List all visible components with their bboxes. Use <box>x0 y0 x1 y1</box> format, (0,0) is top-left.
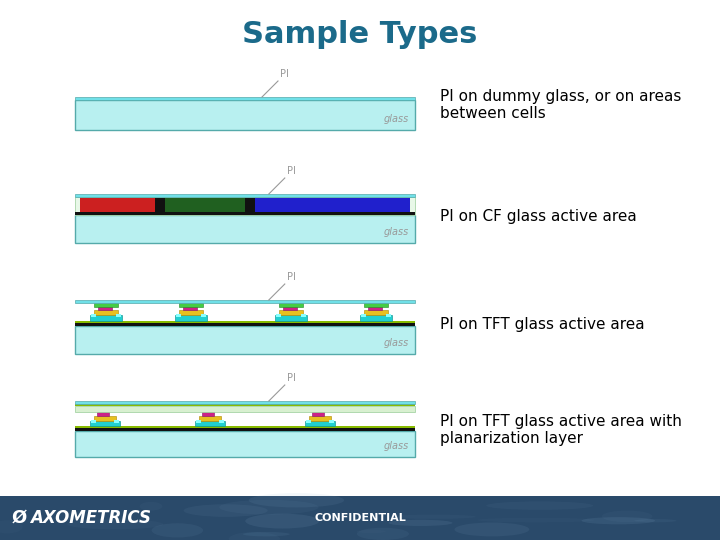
Bar <box>75 194 415 197</box>
Bar <box>0 496 720 540</box>
Bar <box>309 416 331 421</box>
Bar <box>75 300 415 303</box>
Text: PI: PI <box>280 69 289 79</box>
Bar <box>329 420 334 423</box>
Bar <box>75 428 415 431</box>
Bar <box>201 314 206 317</box>
Bar <box>75 326 415 354</box>
Ellipse shape <box>202 505 241 509</box>
Ellipse shape <box>572 529 619 540</box>
Ellipse shape <box>230 529 310 540</box>
Bar <box>155 198 165 212</box>
Text: PI on dummy glass, or on areas
between cells: PI on dummy glass, or on areas between c… <box>440 89 681 121</box>
Bar <box>75 406 415 412</box>
Bar <box>305 421 335 426</box>
Bar <box>301 314 306 317</box>
Bar <box>90 315 122 321</box>
Bar <box>98 305 112 310</box>
Text: PI on TFT glass active area with
planarization layer: PI on TFT glass active area with planari… <box>440 414 682 446</box>
Bar <box>386 314 391 317</box>
Bar <box>199 416 221 421</box>
Bar <box>116 314 121 317</box>
Bar <box>202 412 214 416</box>
Text: glass: glass <box>384 114 409 124</box>
Text: PI: PI <box>287 373 296 383</box>
Bar <box>75 212 415 215</box>
Bar <box>276 314 281 317</box>
Ellipse shape <box>339 526 443 534</box>
Text: Sample Types: Sample Types <box>243 20 477 49</box>
Bar <box>219 420 224 423</box>
Text: glass: glass <box>384 227 409 237</box>
Bar <box>364 310 388 315</box>
Bar <box>306 420 311 423</box>
Text: PI: PI <box>287 272 296 282</box>
Bar <box>195 421 225 426</box>
Text: PI: PI <box>287 166 296 176</box>
Bar <box>279 303 303 307</box>
Bar <box>80 198 155 212</box>
Bar <box>75 97 415 100</box>
Ellipse shape <box>376 494 492 502</box>
Ellipse shape <box>138 498 181 511</box>
Ellipse shape <box>659 495 720 498</box>
Bar <box>75 323 415 326</box>
Bar <box>360 315 392 321</box>
Ellipse shape <box>555 512 641 523</box>
Bar <box>75 426 415 428</box>
Bar <box>97 412 109 416</box>
Bar <box>179 303 203 307</box>
Ellipse shape <box>214 503 325 514</box>
Bar <box>368 305 382 310</box>
Bar <box>94 310 118 315</box>
Bar <box>255 198 410 212</box>
Text: glass: glass <box>384 338 409 348</box>
Bar <box>90 421 120 426</box>
Ellipse shape <box>0 517 65 524</box>
Bar <box>245 198 255 212</box>
Bar <box>179 310 203 315</box>
Bar <box>196 420 201 423</box>
Bar <box>364 303 388 307</box>
Bar <box>91 420 96 423</box>
Ellipse shape <box>647 513 705 517</box>
Text: PI on CF glass active area: PI on CF glass active area <box>440 210 636 225</box>
Bar <box>283 305 297 310</box>
Bar <box>176 314 181 317</box>
Bar <box>75 321 415 323</box>
Bar <box>91 314 96 317</box>
Bar <box>75 404 415 406</box>
Bar <box>165 198 245 212</box>
Bar <box>75 401 415 404</box>
Bar <box>114 420 119 423</box>
Bar <box>361 314 366 317</box>
Bar <box>279 310 303 315</box>
Bar <box>275 315 307 321</box>
Ellipse shape <box>530 510 585 525</box>
Bar <box>94 303 118 307</box>
Ellipse shape <box>220 528 330 532</box>
Text: CONFIDENTIAL: CONFIDENTIAL <box>314 513 406 523</box>
Bar <box>75 100 415 130</box>
Ellipse shape <box>423 519 535 524</box>
Text: glass: glass <box>384 441 409 451</box>
Ellipse shape <box>423 528 516 540</box>
Text: AXOMETRICS: AXOMETRICS <box>30 509 151 527</box>
Text: PI on TFT glass active area: PI on TFT glass active area <box>440 318 644 333</box>
Bar <box>75 197 415 215</box>
Bar <box>312 412 324 416</box>
Bar <box>175 315 207 321</box>
Bar <box>75 431 415 457</box>
Bar <box>75 215 415 243</box>
Bar <box>183 305 197 310</box>
Bar <box>94 416 116 421</box>
Text: Ø: Ø <box>12 509 27 527</box>
